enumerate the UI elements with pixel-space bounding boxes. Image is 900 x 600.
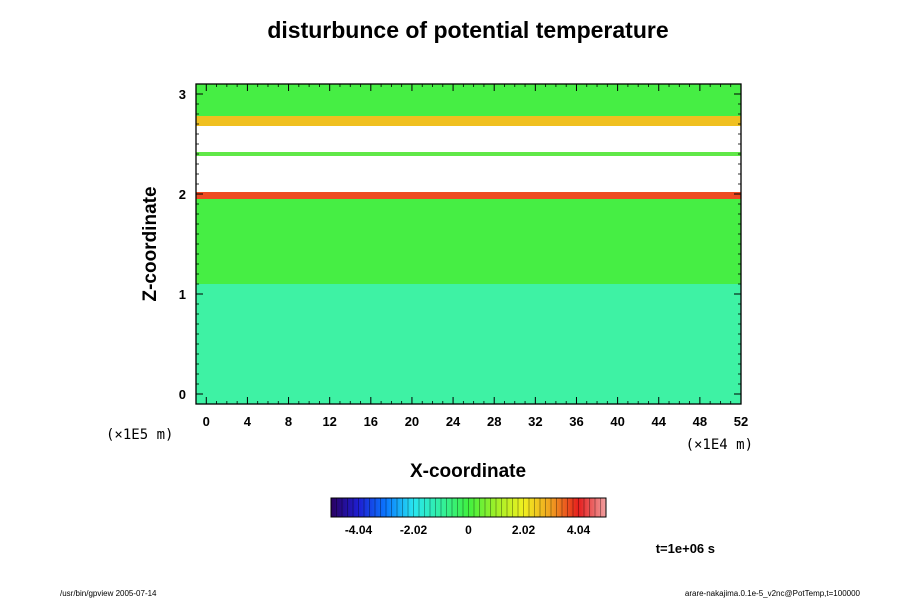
heatmap-band bbox=[196, 156, 741, 192]
heatmap-band bbox=[196, 84, 741, 116]
plot-frame bbox=[195, 83, 742, 405]
x-tick-label: 4 bbox=[244, 414, 252, 429]
heatmap-band bbox=[196, 126, 741, 152]
heatmap-band bbox=[196, 192, 741, 199]
heatmap-band bbox=[196, 152, 741, 156]
colorbar-tick-label: 0 bbox=[465, 523, 472, 537]
chart-title: disturbunce of potential temperature bbox=[267, 17, 668, 43]
x-tick-label: 40 bbox=[610, 414, 624, 429]
colorbar-ticks: -4.04 -2.02 0 2.02 4.04 bbox=[345, 523, 591, 537]
heatmap-band bbox=[196, 194, 741, 284]
x-tick-label: 12 bbox=[322, 414, 336, 429]
x-tick-label: 44 bbox=[652, 414, 667, 429]
x-tick-label: 0 bbox=[203, 414, 210, 429]
colorbar-tick-label: -2.02 bbox=[400, 523, 428, 537]
colorbar: -4.04 -2.02 0 2.02 4.04 bbox=[330, 497, 607, 537]
y-tick-label: 0 bbox=[179, 387, 186, 402]
x-scale-label: (×1E4 m) bbox=[686, 437, 753, 453]
heatmap-band bbox=[196, 116, 741, 126]
x-tick-label: 48 bbox=[693, 414, 707, 429]
x-tick-label: 16 bbox=[364, 414, 378, 429]
footer-left: /usr/bin/gpview 2005-07-14 bbox=[60, 589, 157, 598]
colorbar-tick-label: 4.04 bbox=[567, 523, 591, 537]
y-axis-title: Z-coordinate bbox=[140, 186, 161, 301]
colorbar-tick-label: -4.04 bbox=[345, 523, 373, 537]
colorbar-frame bbox=[330, 497, 607, 518]
y-tick-label: 2 bbox=[179, 187, 186, 202]
y-tick-label: 3 bbox=[179, 87, 186, 102]
x-axis-title: X-coordinate bbox=[410, 461, 526, 482]
x-tick-label: 36 bbox=[569, 414, 583, 429]
x-tick-label: 20 bbox=[405, 414, 419, 429]
y-scale-label: (×1E5 m) bbox=[106, 427, 173, 443]
colorbar-stripes bbox=[336, 498, 601, 517]
footer-right: arare-nakajima.0.1e-5_v2nc@PotTemp,t=100… bbox=[685, 589, 861, 598]
x-tick-label: 8 bbox=[285, 414, 292, 429]
time-label: t=1e+06 s bbox=[656, 541, 715, 556]
y-tick-label: 1 bbox=[179, 287, 186, 302]
x-tick-label: 24 bbox=[446, 414, 461, 429]
heatmap-band bbox=[196, 284, 741, 404]
colorbar-tick-label: 2.02 bbox=[512, 523, 536, 537]
x-tick-label: 52 bbox=[734, 414, 748, 429]
x-tick-label: 28 bbox=[487, 414, 501, 429]
x-tick-label: 32 bbox=[528, 414, 542, 429]
heatmap-layer bbox=[196, 84, 741, 404]
